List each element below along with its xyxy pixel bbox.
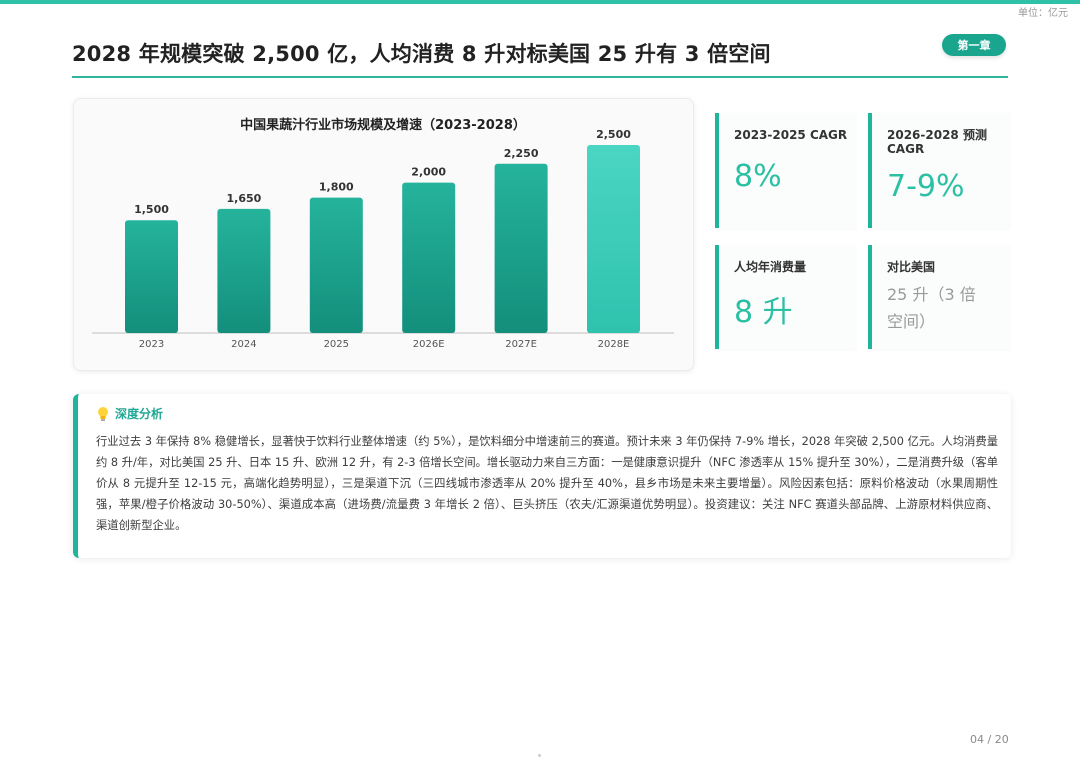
bar-value-label: 2,000 — [411, 166, 446, 179]
x-tick-label: 2024 — [231, 339, 256, 350]
kpi-value: 25 升（3 倍空间） — [887, 285, 976, 331]
bar-2024 — [217, 208, 271, 333]
kpi-value: 8% — [734, 159, 782, 194]
bar-value-label: 1,800 — [319, 181, 354, 194]
bar-value-label: 1,650 — [227, 192, 262, 205]
x-tick-label: 2026E — [413, 339, 445, 350]
analysis-body: 行业过去 3 年保持 8% 稳健增长，显著快于饮料行业整体增速（约 5%），是饮… — [96, 435, 998, 532]
bar-2025 — [309, 197, 363, 333]
kpi-card-per-capita: 人均年消费量 8 升 — [715, 245, 856, 349]
kpi-card-cagr-2026-2028: 2026-2028 预测 CAGR 7-9% — [868, 113, 1010, 228]
lightbulb-icon — [96, 406, 110, 422]
kpi-card-cagr-2023-2025: 2023-2025 CAGR 8% — [715, 113, 856, 228]
kpi-value: 8 升 — [734, 295, 793, 330]
analysis-header: 深度分析 — [96, 405, 163, 422]
bar-value-label: 2,250 — [504, 147, 539, 160]
kpi-value: 7-9% — [887, 169, 965, 204]
chapter-button[interactable]: 第一章 — [942, 34, 1006, 56]
bar-value-label: 1,500 — [134, 203, 169, 216]
kpi-label: 人均年消费量 — [734, 260, 807, 274]
market-size-bar-chart: 中国果蔬汁行业市场规模及增速（2023-2028） 1,500 2023 1,650… — [92, 117, 674, 350]
bar-2027E — [494, 163, 548, 333]
bar-2023 — [125, 220, 178, 333]
top-accent-bar — [0, 0, 1080, 4]
bar-2026E — [402, 182, 456, 333]
x-tick-label: 2023 — [139, 339, 164, 350]
x-tick-label: 2027E — [505, 339, 537, 350]
kpi-card-vs-usa: 对比美国 25 升（3 倍空间） — [868, 245, 1010, 349]
x-tick-label: 2028E — [598, 339, 630, 350]
unit-label: 单位：亿元 — [1018, 8, 1068, 19]
kpi-label: 对比美国 — [887, 260, 936, 274]
page-indicator-dot — [538, 754, 541, 757]
analysis-card: 深度分析 行业过去 3 年保持 8% 稳健增长，显著快于饮料行业整体增速（约 5… — [73, 394, 1011, 558]
chart-card: 中国果蔬汁行业市场规模及增速（2023-2028） 1,500 2023 1,650… — [73, 98, 694, 371]
x-tick-label: 2025 — [324, 339, 349, 350]
bar-value-label: 2,500 — [596, 128, 631, 141]
kpi-label: 2026-2028 预测 CAGR — [887, 128, 987, 156]
page-title: 2028 年规模突破 2,500 亿，人均消费 8 升对标美国 25 升有 3 … — [72, 42, 771, 66]
kpi-label: 2023-2025 CAGR — [734, 128, 848, 142]
chart-title: 中国果蔬汁行业市场规模及增速（2023-2028） — [240, 117, 526, 133]
page-number: 04 / 20 — [970, 733, 1009, 746]
analysis-title: 深度分析 — [115, 407, 164, 421]
title-divider — [72, 76, 1008, 78]
bar-2028E — [587, 145, 640, 333]
